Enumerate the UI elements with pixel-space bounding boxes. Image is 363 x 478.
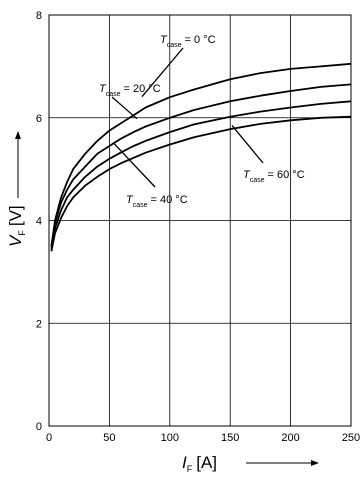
series-annotation-0: Tcase = 0 °C [160,34,216,49]
x-axis-title: IF [A] [182,453,217,474]
annotation-leader-1 [111,96,138,120]
y-tick-label: 8 [36,10,42,22]
series-lines [50,62,352,252]
series-annotation-2: Tcase = 40 °C [126,194,188,209]
y-tick-label: 4 [36,216,42,228]
plot-frame [48,14,352,427]
y-axis-title: VF[V] [6,205,27,247]
y-tick-label: 2 [36,318,42,330]
series-annotation-3: Tcase = 60 °C [243,169,305,184]
x-tick-label: 200 [281,432,299,444]
x-tick-label: 250 [342,432,360,444]
y-tick-label: 0 [36,421,42,433]
annotation-leader-0 [141,47,184,98]
series-line-3 [50,115,352,252]
x-tick-label: 100 [161,432,179,444]
y-tick-label: 6 [36,113,42,125]
series-line-2 [50,100,352,249]
tick-labels: 0 50 100 150 200 250 0 2 4 6 8 [36,10,360,444]
series-annotation-1: Tcase = 20 °C [99,83,161,98]
x-tick-label: 0 [46,432,52,444]
series-line-0 [50,62,352,247]
annotations: Tcase = 0 °C Tcase = 20 °C Tcase = 40 °C Tcase… [99,34,305,209]
annotation-leader-3 [231,125,264,164]
x-tick-label: 50 [103,432,115,444]
grid [49,15,351,426]
annotation-leader-2 [112,141,156,188]
x-tick-label: 150 [221,432,239,444]
series-line-1 [50,83,352,247]
